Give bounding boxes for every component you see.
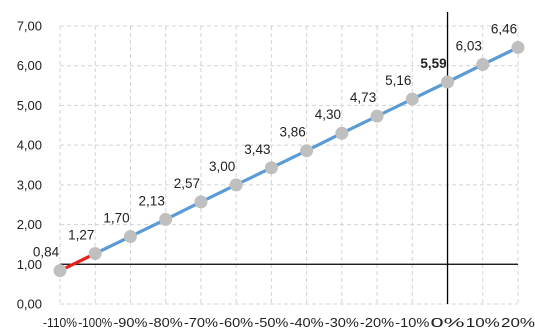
data-label: 5,59 [420,56,446,71]
y-tick-label: 4,00 [17,138,42,153]
data-point [194,195,208,209]
x-tick-label: -10% [395,315,429,330]
x-tick-label: 10% [466,315,501,330]
x-tick-label: -90% [113,315,147,330]
y-tick-label: 2,00 [17,217,42,232]
data-label: 1,70 [103,210,129,225]
data-label: 2,13 [139,193,165,208]
data-point [335,126,349,140]
x-tick-label: -30% [325,315,359,330]
data-point [53,264,67,278]
y-tick-label: 1,00 [17,257,42,272]
data-label: 6,46 [491,21,517,36]
data-label: 3,43 [244,142,270,157]
data-point [441,75,455,89]
grid-lines [59,25,519,305]
y-tick-label: 3,00 [17,177,42,192]
y-tick-label: 5,00 [17,98,42,113]
data-label: 4,73 [350,90,376,105]
data-markers [53,40,525,278]
x-tick-label: -60% [219,315,253,330]
x-tick-label: -50% [254,315,288,330]
data-label: 2,57 [174,176,200,191]
data-labels: 0,84 1,27 1,70 2,13 2,57 3,00 3,43 3,86 4,30 4,73… [33,21,517,259]
data-point [159,212,173,226]
data-point [123,229,137,243]
x-tick-label: -100% [78,315,112,330]
data-label: 0,84 [33,245,60,260]
data-point [370,109,384,123]
data-label: 5,16 [385,73,411,88]
data-label: 3,00 [209,159,235,174]
reference-lines [60,12,518,304]
x-tick-label: -70% [184,315,218,330]
data-point [264,161,278,175]
data-label: 4,30 [315,107,341,122]
x-tick-label: 20% [501,315,535,330]
y-axis-tick-labels: 0,00 1,00 2,00 3,00 4,00 5,00 6,00 7,00 [17,19,42,312]
data-point [88,247,102,261]
series-first-segment [58,251,97,273]
data-point [229,178,243,192]
x-axis-tick-labels: -110% -100% -90% -80% -70% -60% -50% -40% -30% -2… [43,315,535,330]
data-point [511,40,525,54]
data-point [476,58,490,72]
x-tick-label: -110% [43,315,77,330]
y-tick-label: 0,00 [17,297,42,312]
x-tick-label: -80% [149,315,183,330]
x-tick-label: -20% [360,315,394,330]
data-point [405,92,419,106]
x-tick-label: 0% [431,315,466,330]
data-label: 1,27 [68,228,94,243]
y-tick-label: 7,00 [17,19,42,34]
x-tick-label: -40% [290,315,324,330]
data-point [300,144,314,158]
data-label: 6,03 [456,39,482,54]
y-tick-label: 6,00 [17,58,42,73]
data-label: 3,86 [279,125,305,140]
